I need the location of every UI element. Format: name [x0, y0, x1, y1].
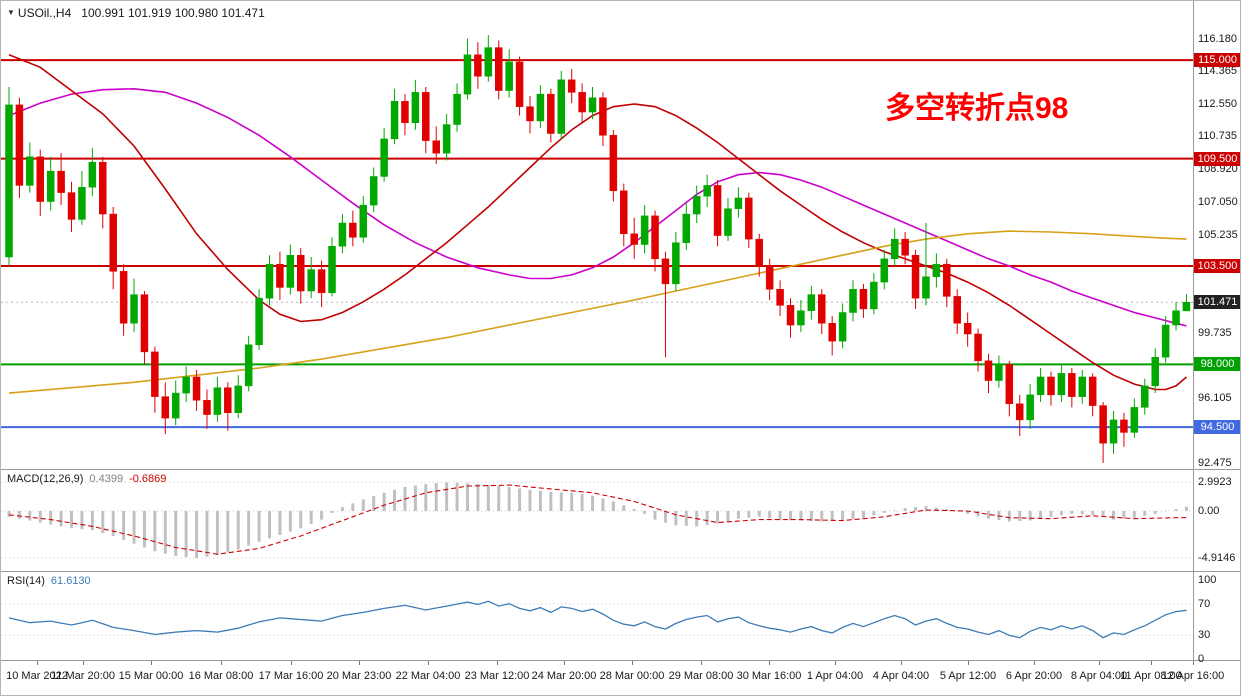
- time-tick: [291, 661, 292, 665]
- rsi-axis-label: 70: [1198, 597, 1211, 610]
- time-tick: [632, 661, 633, 665]
- candles-layer: [5, 35, 1191, 463]
- time-tick: [1193, 661, 1194, 665]
- time-axis-label: 22 Mar 04:00: [395, 670, 461, 682]
- price-axis-label: 92.475: [1198, 457, 1232, 470]
- time-axis-label: 28 Mar 00:00: [599, 670, 665, 682]
- time-axis-label: 12 Apr 16:00: [1161, 670, 1225, 682]
- time-axis-label: 6 Apr 20:00: [1005, 670, 1063, 682]
- rsi-axis-label: 100: [1198, 574, 1217, 586]
- ma-long-orange: [8, 230, 1187, 394]
- rsi-axis-label: 0: [1198, 653, 1205, 665]
- time-axis-label: 17 Mar 16:00: [258, 670, 324, 682]
- macd-main-value: 0.4399: [89, 473, 124, 485]
- macd-indicator-name: MACD(12,26,9): [7, 473, 84, 485]
- price-axis-label: 107.050: [1198, 196, 1238, 209]
- time-tick: [1151, 661, 1152, 665]
- rsi-line: [8, 600, 1187, 639]
- time-tick: [428, 661, 429, 665]
- price-axis-label: 99.735: [1198, 327, 1232, 340]
- macd-canvas[interactable]: [1, 470, 1241, 571]
- price-axis[interactable]: 116.180 114.365 112.550 110.735 108.920 107.0…: [1194, 1, 1240, 470]
- axis-divider: [1193, 1, 1194, 660]
- level-price-badge: 115.000: [1194, 53, 1240, 68]
- time-tick: [359, 661, 360, 665]
- price-axis-label: 105.235: [1198, 228, 1238, 241]
- time-axis-label: 16 Mar 08:00: [188, 670, 254, 682]
- time-tick: [37, 661, 38, 665]
- level-price-badge: 103.500: [1194, 258, 1240, 273]
- price-axis-label: 110.735: [1198, 130, 1237, 143]
- time-tick: [221, 661, 222, 665]
- time-tick: [901, 661, 902, 665]
- time-axis[interactable]: 10 Mar 2022 11 Mar 20:00 15 Mar 00:00 16 Ma…: [1, 660, 1240, 695]
- price-axis-label: 112.550: [1198, 97, 1237, 110]
- time-axis-label: 4 Apr 04:00: [872, 670, 930, 682]
- macd-axis-label: 2.9923: [1198, 476, 1232, 489]
- rsi-canvas[interactable]: [1, 572, 1241, 660]
- time-tick: [1034, 661, 1035, 665]
- ohlc-quote: 100.991 101.919 100.980 101.471: [81, 6, 265, 20]
- macd-label: MACD(12,26,9) 0.4399 -0.6869: [7, 473, 166, 485]
- main-chart-panel[interactable]: ▼ USOil.,H4 100.991 101.919 100.980 101.47…: [1, 1, 1241, 470]
- main-chart-canvas[interactable]: [1, 1, 1241, 469]
- time-tick: [83, 661, 84, 665]
- time-axis-label: 15 Mar 00:00: [118, 670, 184, 682]
- price-axis-label: 116.180: [1198, 33, 1237, 45]
- time-axis-label: 10 Mar 2022: [6, 670, 68, 682]
- time-axis-label: 30 Mar 16:00: [736, 670, 802, 682]
- symbol-timeframe: USOil.,H4: [17, 6, 72, 20]
- rsi-axis-label: 30: [1198, 629, 1211, 642]
- macd-signal-line: [8, 484, 1187, 555]
- time-tick: [151, 661, 152, 665]
- time-axis-label: 5 Apr 12:00: [939, 670, 997, 682]
- rsi-label: RSI(14) 61.6130: [7, 575, 91, 587]
- time-tick: [564, 661, 565, 665]
- time-tick: [769, 661, 770, 665]
- time-tick: [701, 661, 702, 665]
- price-axis-label: 114.365: [1198, 65, 1237, 78]
- time-axis-label: 11 Mar 20:00: [50, 670, 116, 682]
- time-tick: [968, 661, 969, 665]
- macd-axis-label: 0.00: [1198, 505, 1220, 517]
- time-tick: [835, 661, 836, 665]
- level-price-badge: 98.000: [1194, 357, 1240, 372]
- rsi-panel[interactable]: RSI(14) 61.6130 100 70 30 0: [1, 571, 1241, 665]
- current-price-badge: 101.471: [1194, 295, 1240, 310]
- ma-slow-magenta: [8, 87, 1187, 327]
- macd-axis[interactable]: 2.9923 0.00 -4.9146: [1194, 470, 1240, 571]
- time-axis-label: 20 Mar 23:00: [326, 670, 392, 682]
- level-price-badge: 94.500: [1194, 420, 1240, 435]
- time-axis-label: 24 Mar 20:00: [531, 670, 597, 682]
- time-tick: [497, 661, 498, 665]
- time-axis-label: 29 Mar 08:00: [668, 670, 734, 682]
- time-axis-label: 1 Apr 04:00: [806, 670, 864, 682]
- rsi-axis[interactable]: 100 70 30 0: [1194, 572, 1240, 665]
- rsi-indicator-name: RSI(14): [7, 575, 45, 587]
- macd-panel[interactable]: MACD(12,26,9) 0.4399 -0.6869 2.9923 0.00 -4.…: [1, 469, 1241, 571]
- macd-histogram: [7, 482, 1188, 559]
- collapse-arrow-icon[interactable]: ▼: [7, 8, 15, 17]
- time-axis-label: 11 Apr 08:00: [1120, 670, 1182, 682]
- time-axis-label: 8 Apr 04:00: [1070, 670, 1128, 682]
- macd-axis-label: -4.9146: [1198, 552, 1236, 565]
- annotation-text[interactable]: 多空转折点98: [885, 92, 1069, 125]
- price-axis-label: 96.105: [1198, 392, 1232, 405]
- macd-signal-value: -0.6869: [129, 473, 167, 485]
- level-price-badge: 109.500: [1194, 151, 1240, 166]
- time-axis-label: 23 Mar 12:00: [464, 670, 530, 682]
- time-tick: [1099, 661, 1100, 665]
- ma-medium-red: [8, 54, 1188, 391]
- rsi-value: 61.6130: [50, 575, 91, 587]
- price-axis-label: 108.920: [1198, 162, 1238, 175]
- chart-title: ▼ USOil.,H4 100.991 101.919 100.980 101.47…: [7, 6, 265, 20]
